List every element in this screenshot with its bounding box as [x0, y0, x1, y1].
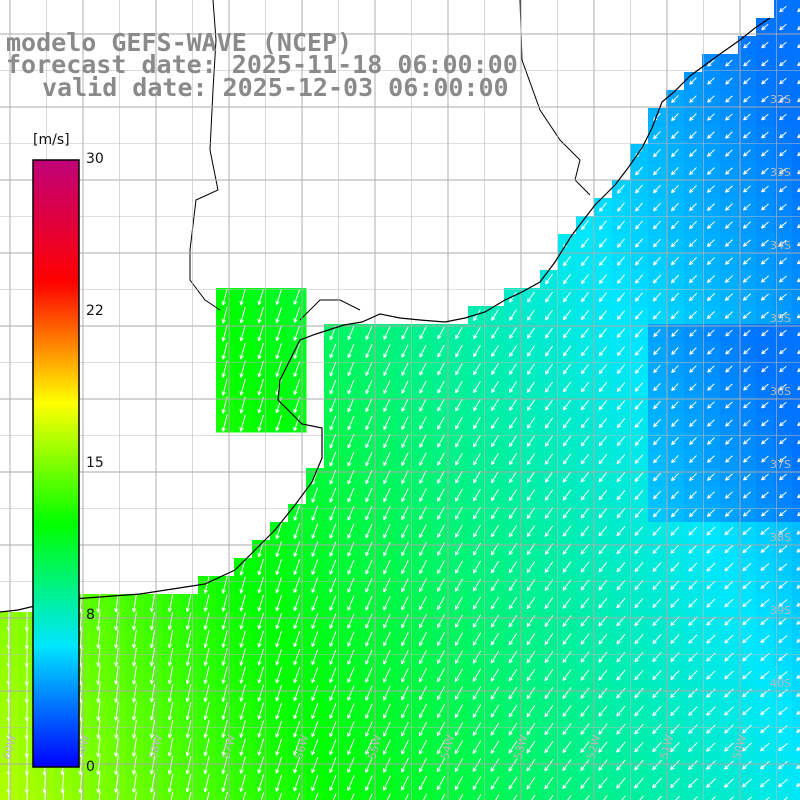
lat-label: 32S — [770, 93, 791, 106]
field-cell — [792, 756, 800, 775]
field-cell — [378, 792, 397, 800]
valid-date: valid date: 2025-12-03 06:00:00 — [42, 76, 509, 100]
field-cell — [792, 684, 800, 703]
border-line-2 — [300, 300, 360, 320]
field-cell — [684, 792, 703, 800]
lat-label: 39S — [770, 604, 791, 617]
field-cell — [738, 792, 757, 800]
field-cell — [792, 792, 800, 800]
colorbar-units: [m/s] — [33, 132, 70, 148]
field-cell — [720, 792, 739, 800]
lat-label: 36S — [770, 385, 791, 398]
field-cell — [594, 792, 613, 800]
field-cell — [756, 792, 775, 800]
field-cell — [540, 792, 559, 800]
field-cell — [612, 792, 631, 800]
lat-label: 33S — [770, 166, 791, 179]
field-cell — [630, 792, 649, 800]
field-cell — [522, 792, 541, 800]
field-cell — [486, 792, 505, 800]
field-cell — [450, 792, 469, 800]
colorbar — [33, 160, 79, 767]
field-cell — [468, 792, 487, 800]
field-cell — [666, 792, 685, 800]
lat-label: 34S — [770, 239, 791, 252]
lat-label: 38S — [770, 531, 791, 544]
field-cell — [324, 792, 343, 800]
lat-label: 37S — [770, 458, 791, 471]
field-cell — [792, 702, 800, 721]
field-cell — [702, 792, 721, 800]
field-cell — [576, 792, 595, 800]
field-cell — [306, 792, 325, 800]
field-cell — [360, 792, 379, 800]
field-cell — [342, 792, 361, 800]
lat-label: 40S — [770, 677, 791, 690]
colorbar-tick-8: 8 — [86, 607, 95, 623]
field-cell — [792, 648, 800, 667]
border-line-1 — [520, 0, 590, 195]
field-cell — [792, 666, 800, 685]
field-cell — [504, 792, 523, 800]
colorbar-tick-0: 0 — [86, 759, 95, 775]
field-cell — [558, 792, 577, 800]
field-cell — [414, 792, 433, 800]
field-cell — [792, 738, 800, 757]
field-cell — [792, 774, 800, 793]
lat-label: 35S — [770, 312, 791, 325]
field-cell — [792, 720, 800, 739]
colorbar-tick-15: 15 — [86, 455, 104, 471]
colorbar-tick-22: 22 — [86, 303, 104, 319]
field-cell — [648, 792, 667, 800]
colorbar-tick-30: 30 — [86, 151, 104, 167]
